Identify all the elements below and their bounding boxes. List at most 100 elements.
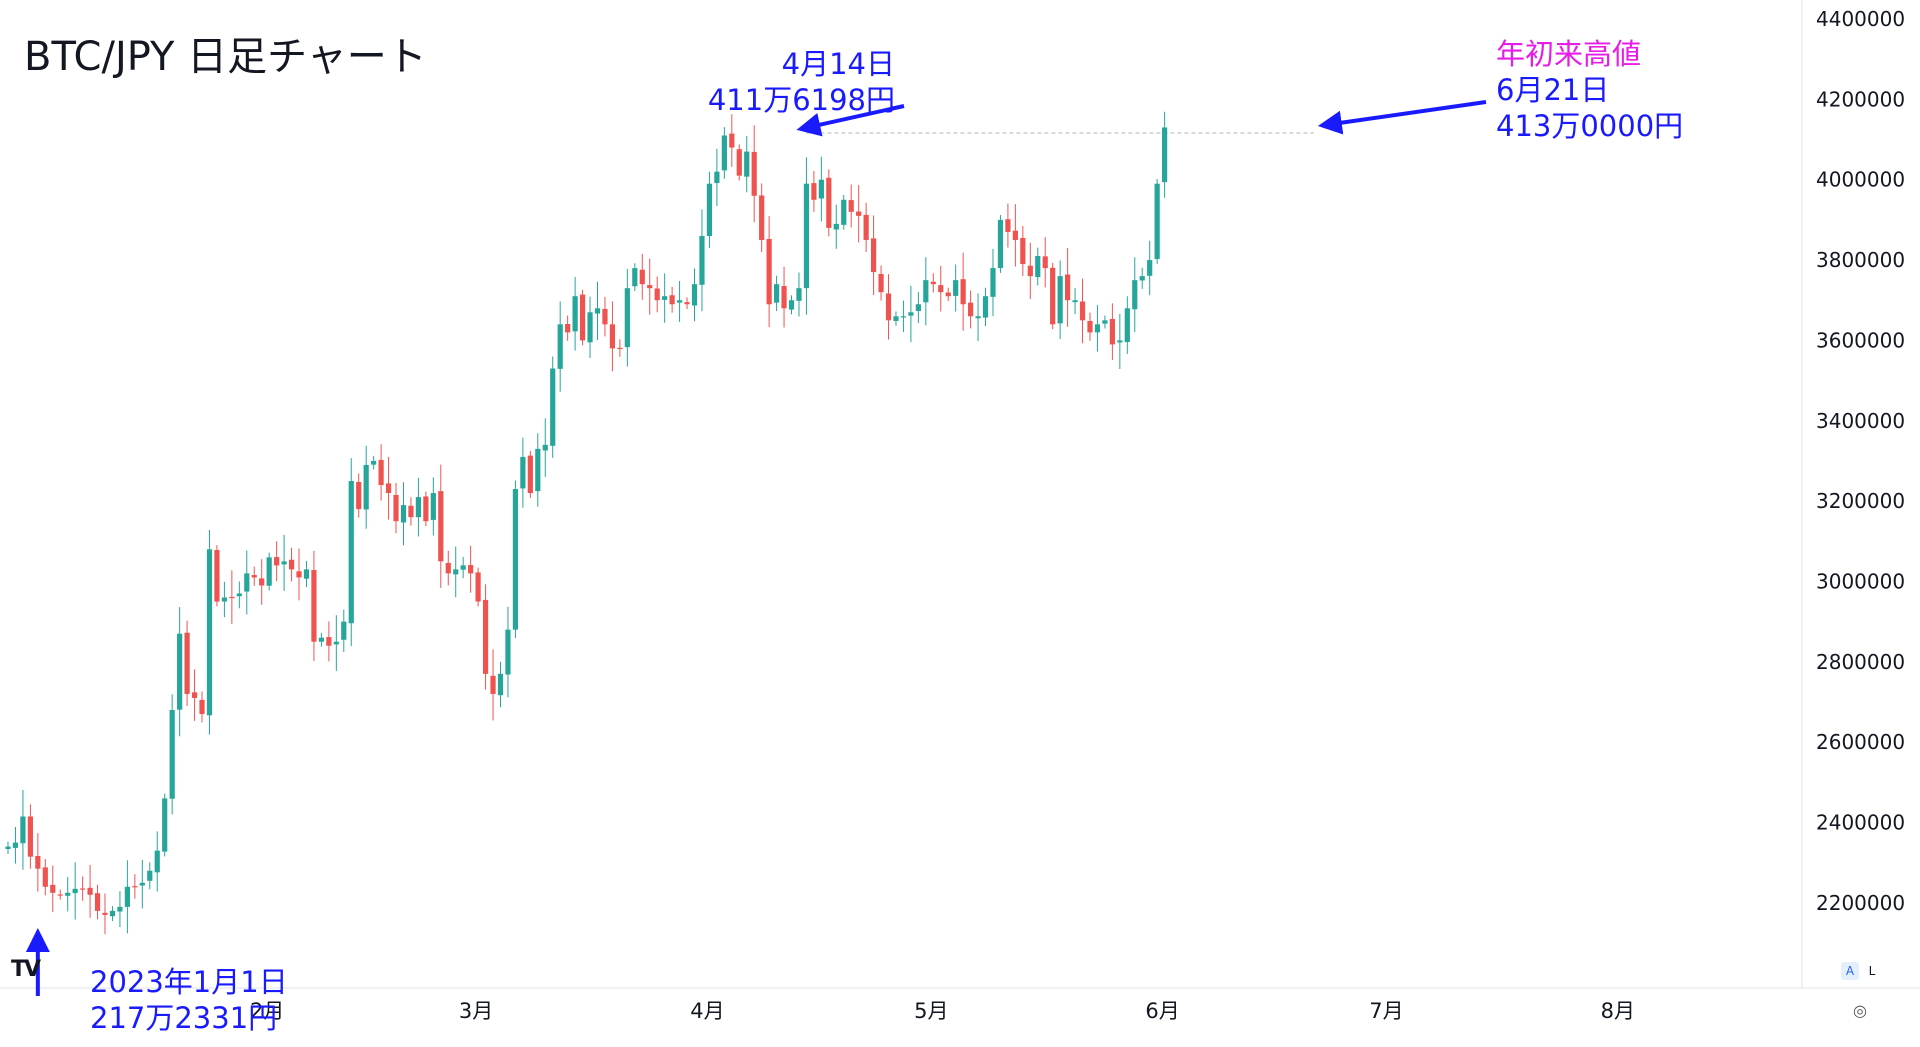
candle-body (430, 493, 436, 520)
candle-body (818, 179, 824, 199)
candle-body (885, 293, 892, 321)
candle-body (930, 281, 936, 285)
candle-body (721, 135, 727, 171)
candle-body (356, 481, 362, 510)
candle-body (341, 621, 347, 640)
candle-body (975, 316, 981, 319)
y-tick-label: 4400000 (1816, 7, 1905, 31)
x-tick-label: 6月 (1145, 999, 1179, 1023)
price-axis: 2200000 2400000 2600000 2800000 3000000 32000… (1816, 7, 1905, 915)
candle-body (505, 629, 511, 675)
log-scale-button[interactable]: L (1868, 964, 1876, 978)
candle-body (609, 324, 616, 349)
candle-body (833, 223, 839, 230)
candle-body (953, 280, 959, 296)
candle-body (654, 288, 660, 301)
ytd-high-date: 6月21日 (1496, 73, 1610, 107)
candle-body (512, 489, 519, 630)
candle-body (393, 494, 399, 522)
candle-body (997, 219, 1004, 269)
candle-body (236, 593, 242, 597)
candle-body (288, 559, 295, 570)
gear-icon[interactable]: ◎ (1853, 1001, 1867, 1020)
candle-body (1139, 276, 1145, 281)
candle-body (102, 912, 108, 915)
candle-body (12, 842, 19, 848)
candle-body (482, 599, 489, 674)
candle-body (803, 183, 810, 289)
candle-body (296, 571, 302, 578)
candle-body (826, 177, 832, 228)
candle-body (632, 268, 638, 287)
april-high-price: 411万6198円 (707, 83, 895, 117)
candle-body (729, 133, 735, 148)
candle-body (363, 464, 369, 510)
y-tick-label: 3600000 (1816, 328, 1905, 352)
candle-body (206, 549, 213, 716)
auto-scale-button[interactable]: A (1841, 962, 1859, 980)
y-tick-label: 4200000 (1816, 87, 1905, 111)
candle-body (527, 455, 533, 494)
candle-body (408, 505, 414, 518)
candle-body (244, 573, 250, 592)
candle-body (177, 633, 183, 710)
candle-body (684, 302, 690, 305)
candle-body (1132, 280, 1138, 310)
candle-body (863, 214, 869, 240)
candle-body (311, 570, 317, 642)
candle-body (5, 846, 11, 850)
candle-body (893, 316, 899, 321)
x-tick-label: 5月 (914, 999, 948, 1023)
candle-body (109, 910, 116, 917)
candle-body (1147, 260, 1153, 276)
candle-body (214, 549, 220, 602)
candle-body (1102, 320, 1108, 324)
candle-body (415, 497, 422, 518)
candle-body (191, 692, 198, 698)
candle-body (1050, 267, 1056, 325)
candle-body (856, 211, 862, 216)
y-tick-label: 3000000 (1816, 569, 1905, 593)
april-high-annotation: 4月14日 411万6198円 (705, 46, 895, 118)
y-tick-label: 2600000 (1816, 730, 1905, 754)
candle-body (385, 483, 392, 494)
y-tick-label: 4000000 (1816, 168, 1905, 192)
candle-body (841, 199, 847, 225)
candle-body (982, 296, 989, 318)
candle-body (378, 459, 384, 486)
chart-title: BTC/JPY 日足チャート (24, 34, 427, 80)
candle-body (788, 300, 795, 310)
candle-body (773, 284, 780, 303)
candle-body (796, 288, 802, 301)
candle-body (1012, 230, 1018, 240)
candle-body (184, 632, 190, 694)
x-tick-label: 8月 (1601, 999, 1635, 1023)
ytd-high-arrow (1317, 100, 1487, 135)
y-tick-label: 2800000 (1816, 650, 1905, 674)
candle-body (676, 300, 683, 303)
candle-body (691, 284, 698, 306)
candle-body (371, 460, 377, 465)
candle-body (1035, 256, 1041, 278)
candle-body (848, 200, 854, 212)
candle-body (20, 816, 26, 844)
candle-body (587, 312, 593, 343)
candle-body (326, 637, 332, 646)
candle-body (94, 893, 101, 911)
candle-body (281, 561, 287, 565)
candle-body (1072, 300, 1078, 303)
candle-body (550, 368, 556, 446)
candle-body (617, 347, 623, 349)
candle-body (1087, 320, 1093, 333)
x-tick-label: 2月 (250, 999, 284, 1023)
candle-body (87, 887, 93, 895)
candle-body (400, 505, 407, 523)
candle-body (460, 565, 466, 570)
candle-body (535, 448, 541, 492)
candle-body (259, 578, 265, 586)
low-date: 2023年1月1日 (90, 965, 288, 999)
candle-body (35, 856, 41, 869)
candle-body (900, 316, 907, 318)
april-high-arrow (796, 104, 905, 137)
